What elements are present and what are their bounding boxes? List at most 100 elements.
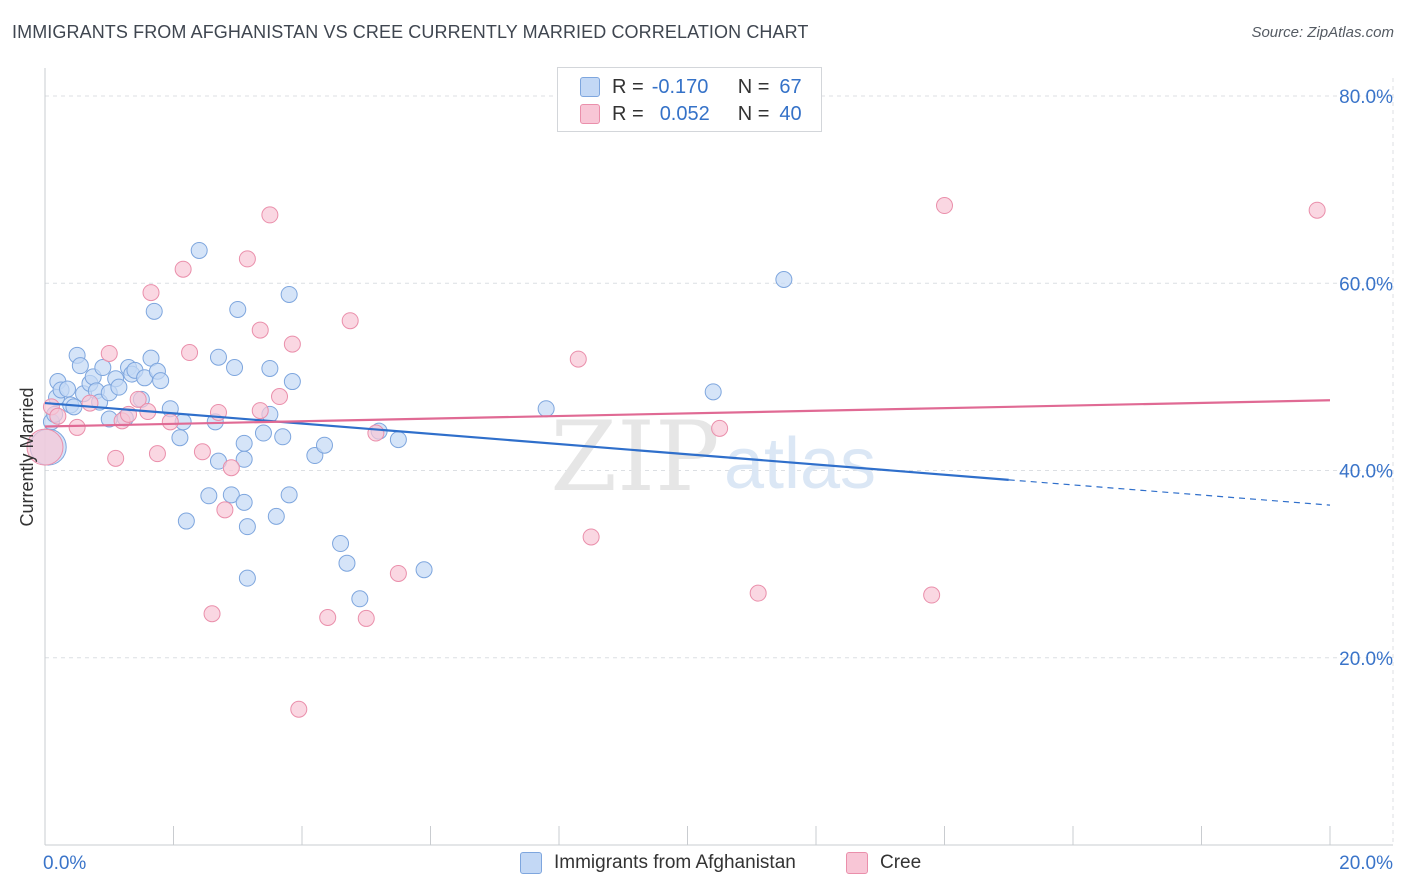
afghanistan-trend-extension — [1008, 479, 1331, 506]
afghanistan-point — [775, 271, 793, 289]
source-label: Source: ZipAtlas.com — [1251, 24, 1394, 41]
cree-point — [129, 390, 147, 408]
afghanistan-point — [177, 512, 195, 530]
series-name: Cree — [880, 852, 922, 873]
legend-r-label: R = — [612, 102, 644, 125]
afghanistan-point — [283, 373, 301, 391]
afghanistan-point — [254, 424, 272, 442]
cree-point — [203, 605, 221, 623]
cree-point — [341, 312, 359, 330]
afghanistan-point — [235, 493, 253, 511]
afghanistan-point — [280, 486, 298, 504]
cree-point — [261, 206, 279, 224]
grid-layer — [45, 78, 1394, 845]
afghanistan-point — [238, 569, 256, 587]
afghanistan-point — [58, 380, 76, 398]
afghanistan-point — [200, 487, 218, 505]
afghanistan-point — [389, 431, 407, 449]
afghanistan-point — [274, 428, 292, 446]
cree-point — [357, 609, 375, 627]
watermark-zip: ZIP — [550, 401, 719, 513]
cree-point — [49, 407, 67, 425]
y-tick-label: 60.0% — [1339, 274, 1393, 295]
cree-point — [936, 197, 953, 215]
legend-n-label: N = — [737, 75, 770, 98]
afghanistan-point — [209, 348, 227, 366]
afghanistan-point — [145, 302, 163, 320]
cree-point — [148, 445, 166, 463]
cree-point — [271, 388, 289, 406]
afghanistan-point — [351, 590, 369, 608]
afghanistan-trend-line — [44, 401, 1009, 481]
cree-trend-line — [44, 399, 1331, 428]
cree-point — [711, 419, 729, 437]
y-axis-label: Currently Married — [17, 387, 37, 526]
x-tick-label: 0.0% — [43, 853, 86, 874]
cree-point — [749, 584, 767, 602]
legend-n-value: 67 — [779, 75, 802, 98]
afghanistan-point — [110, 378, 128, 396]
legend-r-value: 0.052 — [659, 102, 710, 125]
series-legend-cree: Cree — [846, 852, 921, 874]
cree-point — [68, 418, 86, 436]
legend-row-cree: R = 0.052 N = 40 — [580, 101, 802, 127]
afghanistan-point — [235, 434, 253, 452]
cree-point — [181, 344, 199, 362]
cree-point — [923, 586, 941, 604]
cree-point — [107, 449, 125, 467]
afghanistan-point — [338, 554, 356, 572]
afghanistan-point — [537, 400, 555, 418]
y-tick-label: 80.0% — [1339, 87, 1393, 108]
afghanistan-point — [261, 359, 279, 377]
legend-swatch-blue — [580, 77, 600, 97]
cree-point — [389, 564, 407, 582]
x-tick-label: 20.0% — [1339, 853, 1393, 874]
afghanistan-point — [267, 507, 285, 525]
cree-point — [142, 284, 160, 302]
legend-swatch-pink — [580, 104, 600, 124]
cree-point — [319, 608, 337, 626]
cree-point — [161, 413, 179, 431]
y-tick-label: 20.0% — [1339, 649, 1393, 670]
cree-point — [100, 344, 118, 362]
cree-point — [26, 428, 64, 466]
stats-legend: R = -0.170 N = 67 R = 0.052 N = 40 — [557, 67, 822, 132]
afghanistan-point — [222, 486, 240, 504]
afghanistan-point — [332, 535, 350, 553]
afghanistan-point — [71, 357, 89, 375]
points-layer — [26, 197, 1326, 718]
cree-point — [251, 402, 269, 420]
cree-point — [251, 321, 269, 339]
cree-point — [1308, 201, 1326, 219]
y-tick-label: 40.0% — [1339, 462, 1393, 483]
cree-point — [290, 700, 308, 718]
afghanistan-point — [704, 383, 722, 401]
cree-point — [569, 350, 587, 368]
series-swatch-pink — [846, 852, 868, 874]
series-swatch-blue — [520, 852, 542, 874]
cree-point — [174, 260, 192, 278]
afghanistan-point — [315, 436, 333, 454]
chart-title: IMMIGRANTS FROM AFGHANISTAN VS CREE CURR… — [12, 22, 809, 42]
trend-layer — [44, 399, 1331, 506]
cree-point — [81, 394, 99, 412]
afghanistan-point — [238, 518, 256, 536]
series-legend-afghanistan: Immigrants from Afghanistan — [520, 852, 796, 874]
afghanistan-point — [229, 300, 247, 318]
cree-point — [367, 424, 385, 442]
cree-point — [238, 250, 256, 268]
series-name: Immigrants from Afghanistan — [554, 852, 796, 873]
afghanistan-point — [190, 241, 208, 259]
afghanistan-point — [415, 561, 433, 579]
cree-point — [216, 501, 234, 519]
legend-n-value: 40 — [779, 102, 802, 125]
legend-r-value: -0.170 — [651, 75, 709, 98]
afghanistan-point — [226, 359, 244, 377]
afghanistan-point — [235, 450, 253, 468]
legend-r-label: R = — [612, 75, 644, 98]
afghanistan-point — [280, 285, 298, 303]
legend-row-afghanistan: R = -0.170 N = 67 — [580, 74, 802, 100]
cree-point — [193, 443, 211, 461]
cree-point — [283, 335, 301, 353]
